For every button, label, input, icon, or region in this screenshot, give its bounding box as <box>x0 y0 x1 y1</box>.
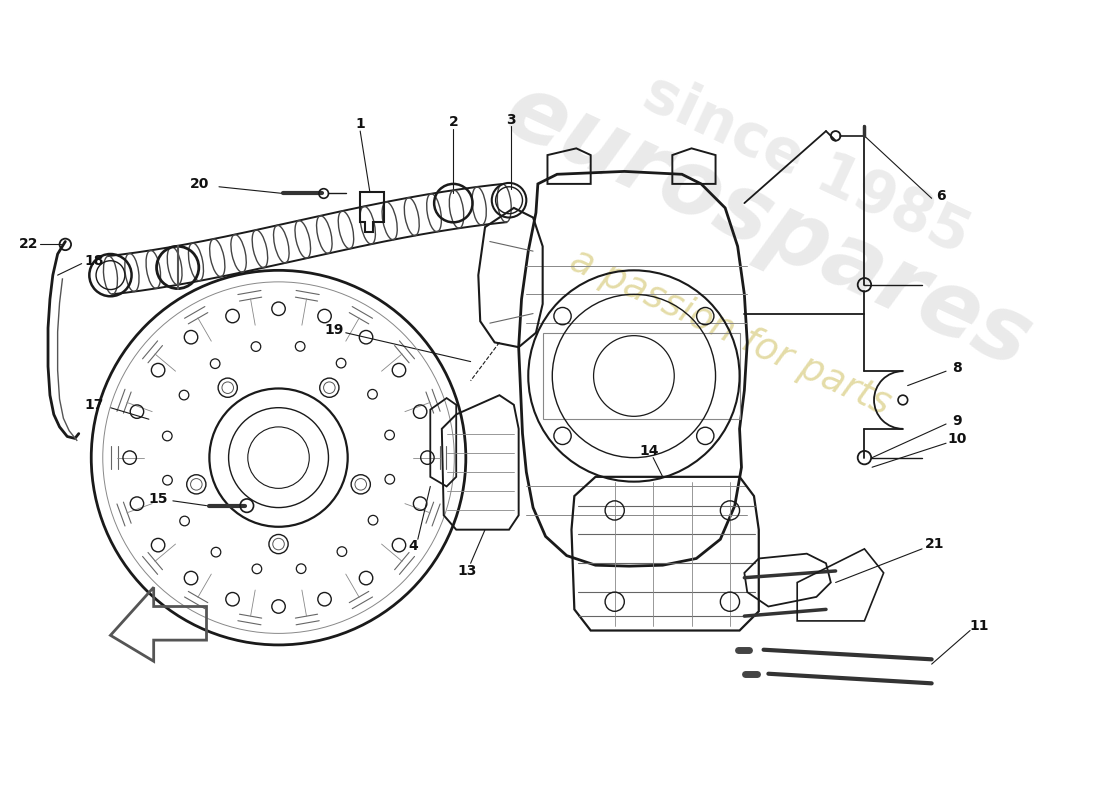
Text: 1: 1 <box>355 118 365 131</box>
Text: a passion for parts: a passion for parts <box>564 242 895 423</box>
Text: 10: 10 <box>947 432 966 446</box>
Text: 22: 22 <box>19 238 38 251</box>
Text: 21: 21 <box>925 537 944 551</box>
Text: 19: 19 <box>324 323 344 337</box>
Text: since 1985: since 1985 <box>635 64 979 265</box>
Text: 8: 8 <box>952 362 961 375</box>
Text: 11: 11 <box>970 618 989 633</box>
Text: eurospares: eurospares <box>491 66 1046 387</box>
Text: 4: 4 <box>408 539 418 553</box>
Text: 3: 3 <box>506 113 516 126</box>
Text: 20: 20 <box>190 177 209 191</box>
Text: 9: 9 <box>952 414 961 428</box>
Text: 14: 14 <box>639 444 659 458</box>
Text: 15: 15 <box>148 492 168 506</box>
Text: 2: 2 <box>449 115 459 130</box>
Text: 6: 6 <box>936 190 946 203</box>
Text: 18: 18 <box>85 254 103 268</box>
Text: 17: 17 <box>85 398 103 412</box>
Text: 13: 13 <box>458 564 476 578</box>
